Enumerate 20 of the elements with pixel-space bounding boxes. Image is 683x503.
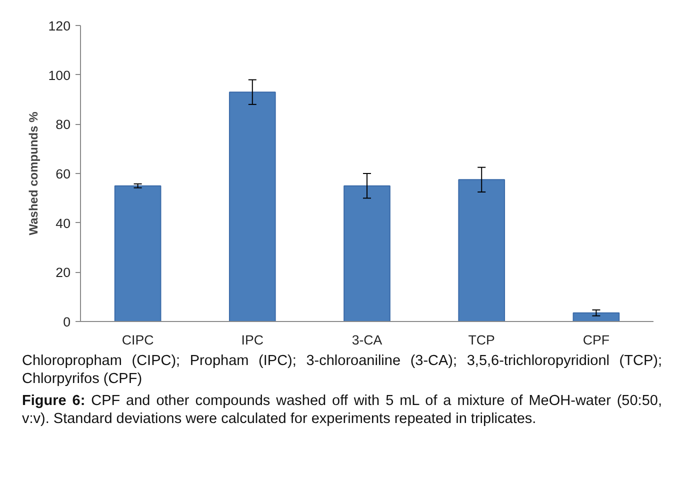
y-axis-title: Washed compunds % [26,111,40,236]
x-tick-label: IPC [241,332,264,348]
bar [458,179,506,322]
bar [228,92,276,322]
x-tick-label: CIPC [122,332,154,348]
bar [572,312,620,322]
x-tick-label: 3-CA [352,332,382,348]
bar [344,185,390,322]
text: Chloropropham (CIPC); Propham (IPC); 3-chloroaniline (3-CA); 3,5,6-trichloropyridionl (TCP); Chlorpyrifos (CPF) [22,352,662,388]
caption: Figure 6: CPF and other compounds washed off with 5 mL of a mixture of MeOH-water (50:50, v:v). Standard deviations were calculated for experiments repeated in triplicates. [22,392,662,429]
y-tick-label: 20 [56,265,71,280]
x-tick-label: CPF [582,332,610,348]
y-tick-label: 0 [63,314,71,330]
bar [114,185,162,322]
y-tick-label: 60 [56,166,71,182]
y-tick-label: 100 [48,68,71,83]
y-tick-label: 40 [56,216,71,231]
y-tick-label: 120 [48,18,71,34]
y-tick-label: 80 [56,117,71,132]
x-tick-label: TCP [468,332,496,348]
